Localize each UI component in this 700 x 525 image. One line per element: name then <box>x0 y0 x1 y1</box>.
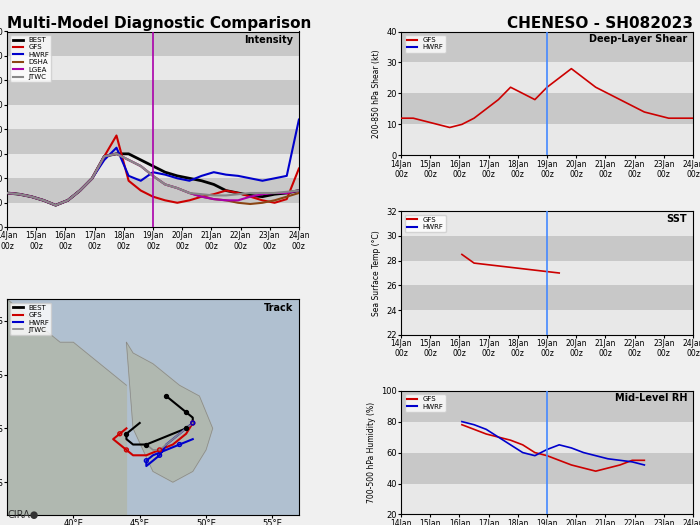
Polygon shape <box>127 342 213 482</box>
Bar <box>7 32 299 56</box>
Point <box>160 392 172 400</box>
Legend: GFS, HWRF: GFS, HWRF <box>405 215 446 232</box>
Point <box>121 446 132 454</box>
Point <box>154 451 165 459</box>
Legend: GFS, HWRF: GFS, HWRF <box>405 394 446 412</box>
Text: CHENESO - SH082023: CHENESO - SH082023 <box>507 16 693 31</box>
Bar <box>401 260 693 286</box>
Bar <box>401 286 693 310</box>
Text: CIRA●: CIRA● <box>7 510 38 520</box>
Bar <box>401 236 693 260</box>
Point <box>174 440 185 449</box>
Y-axis label: 200-850 hPa Shear (kt): 200-850 hPa Shear (kt) <box>372 49 381 138</box>
Point <box>181 408 192 416</box>
Bar <box>7 154 299 178</box>
Point <box>187 419 198 427</box>
Text: Multi-Model Diagnostic Comparison: Multi-Model Diagnostic Comparison <box>7 16 312 31</box>
Y-axis label: Sea Surface Temp (°C): Sea Surface Temp (°C) <box>372 230 381 316</box>
Bar <box>401 62 693 93</box>
Bar <box>7 203 299 227</box>
Bar <box>401 453 693 484</box>
Bar <box>401 211 693 236</box>
Legend: BEST, GFS, HWRF, DSHA, LGEA, JTWC: BEST, GFS, HWRF, DSHA, LGEA, JTWC <box>10 35 52 82</box>
Text: SST: SST <box>666 214 687 224</box>
Point <box>181 424 192 433</box>
Y-axis label: 700-500 hPa Humidity (%): 700-500 hPa Humidity (%) <box>367 402 376 503</box>
Bar <box>7 178 299 203</box>
Bar <box>401 310 693 335</box>
Point <box>114 429 125 438</box>
Point <box>121 429 132 438</box>
Bar <box>401 124 693 155</box>
Point <box>141 440 152 449</box>
Text: Deep-Layer Shear: Deep-Layer Shear <box>589 34 687 44</box>
Text: Track: Track <box>264 303 293 313</box>
Text: Intensity: Intensity <box>244 35 293 46</box>
Bar <box>401 484 693 514</box>
Text: Mid-Level RH: Mid-Level RH <box>615 393 687 403</box>
Point <box>154 446 165 454</box>
Legend: BEST, GFS, HWRF, JTWC: BEST, GFS, HWRF, JTWC <box>10 302 52 335</box>
Bar <box>7 105 299 129</box>
Bar <box>7 129 299 154</box>
Bar <box>401 422 693 453</box>
Bar <box>401 93 693 124</box>
Bar <box>401 32 693 62</box>
Point <box>141 456 152 465</box>
Legend: GFS, HWRF: GFS, HWRF <box>405 35 446 52</box>
Bar <box>401 391 693 422</box>
Bar <box>7 80 299 105</box>
Point <box>187 419 198 427</box>
Polygon shape <box>7 299 127 514</box>
Bar <box>7 56 299 80</box>
